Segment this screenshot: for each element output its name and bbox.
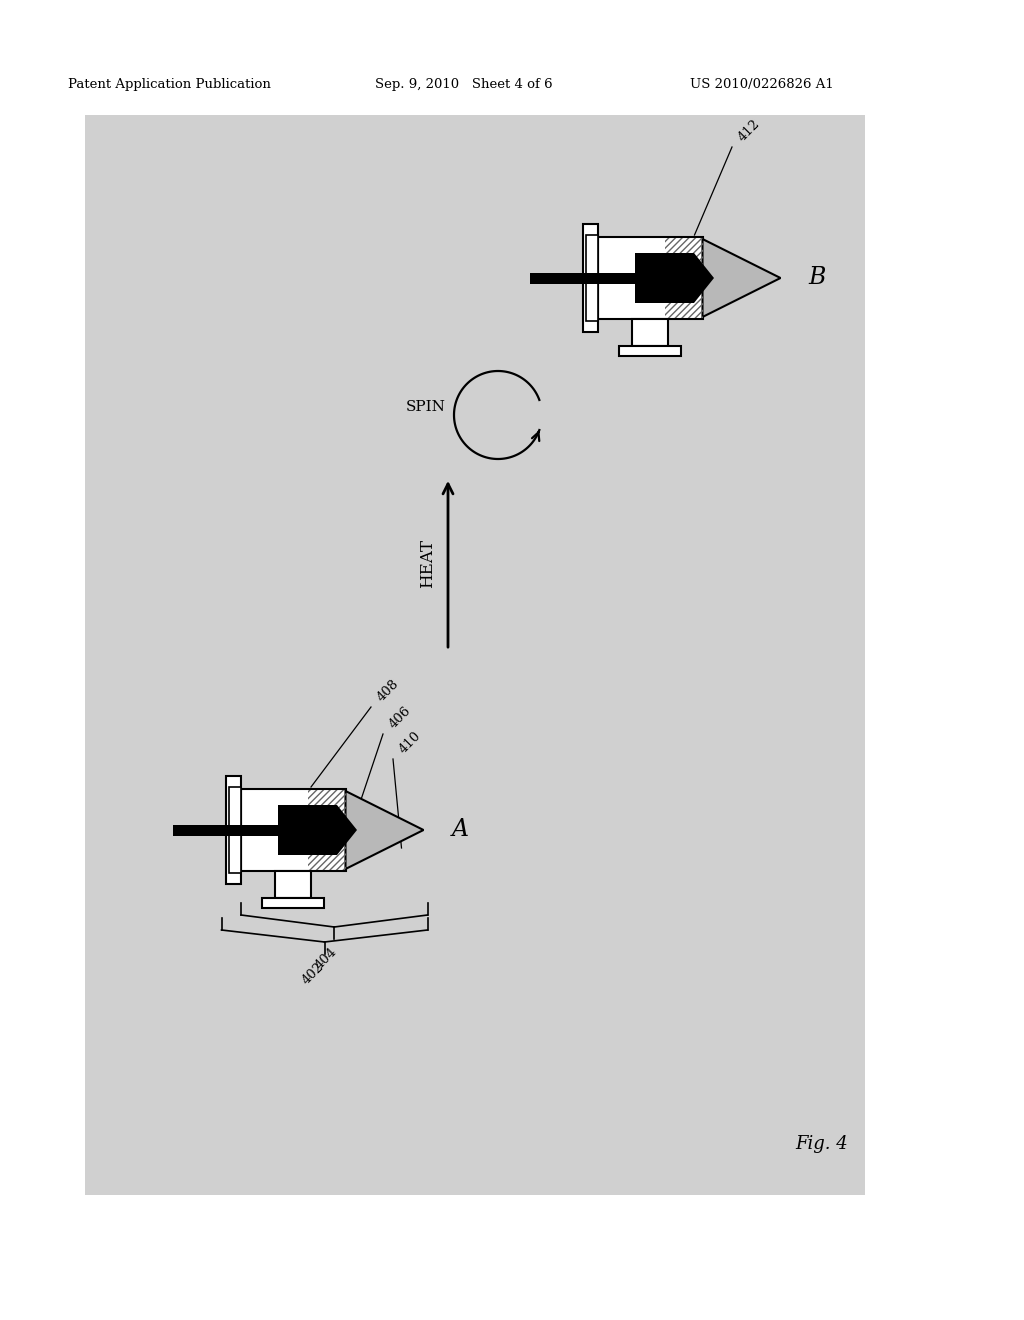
Text: Sep. 9, 2010   Sheet 4 of 6: Sep. 9, 2010 Sheet 4 of 6 [375,78,553,91]
Bar [275,871,311,898]
Bar [529,272,650,284]
Text: SPIN: SPIN [407,400,446,414]
Bar [307,789,345,870]
Text: A: A [452,818,469,842]
Bar [583,224,597,333]
Bar [172,825,293,836]
Text: B: B [809,267,826,289]
Text: US 2010/0226826 A1: US 2010/0226826 A1 [690,78,834,91]
Text: Patent Application Publication: Patent Application Publication [68,78,271,91]
Bar [586,235,597,321]
Bar [85,115,865,1195]
Polygon shape [278,805,357,855]
Bar [228,787,241,873]
Bar [241,789,345,871]
Bar [225,776,241,884]
Bar [665,238,702,318]
Polygon shape [345,791,424,869]
Text: 406: 406 [386,704,413,731]
Bar [597,238,702,319]
Bar [632,319,668,346]
Text: HEAT: HEAT [419,540,436,589]
Text: 408: 408 [374,677,401,704]
Bar [618,346,681,356]
Polygon shape [702,239,780,317]
Text: 410: 410 [396,729,423,756]
Text: Fig. 4: Fig. 4 [795,1135,848,1152]
Text: 412: 412 [735,117,762,144]
Bar [262,898,324,908]
Text: 404: 404 [312,945,340,972]
Polygon shape [635,253,714,304]
Text: 402: 402 [299,960,326,987]
